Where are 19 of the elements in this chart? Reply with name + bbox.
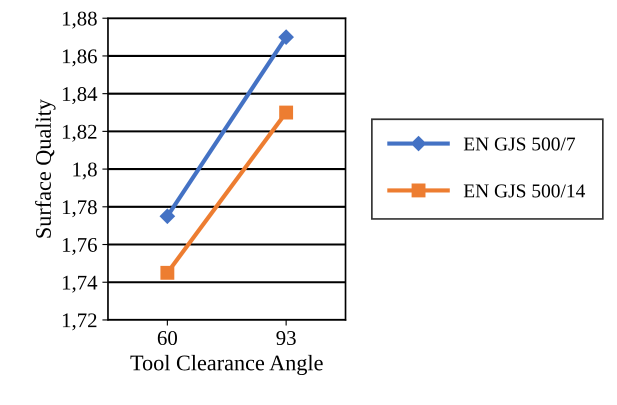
y-tick-label: 1,82: [62, 124, 96, 142]
y-tick-label: 1,86: [62, 49, 97, 66]
point: [278, 30, 294, 45]
y-tick-label: 1,78: [62, 200, 97, 218]
x-tick-label: 60: [158, 330, 177, 346]
point: [279, 106, 294, 120]
x-tick-label: 93: [276, 331, 296, 346]
y-tick-label: 1,72: [62, 313, 96, 330]
legend-label: EN GJS 500/7: [464, 137, 576, 151]
y-axis-title: Surface Quality: [35, 99, 56, 238]
y-tick-label: 1,74: [62, 276, 98, 293]
x-axis-title: Tool Clearance Angle: [130, 354, 323, 376]
y-tick-label: 1,88: [62, 12, 97, 29]
point: [160, 208, 175, 224]
y-tick-label: 1,84: [62, 87, 98, 104]
y-tick-label: 1,76: [62, 238, 97, 255]
y-tick-label: 1,8: [73, 162, 97, 180]
point: [160, 266, 174, 280]
legend-label: EN GJS 500/14: [464, 184, 586, 198]
